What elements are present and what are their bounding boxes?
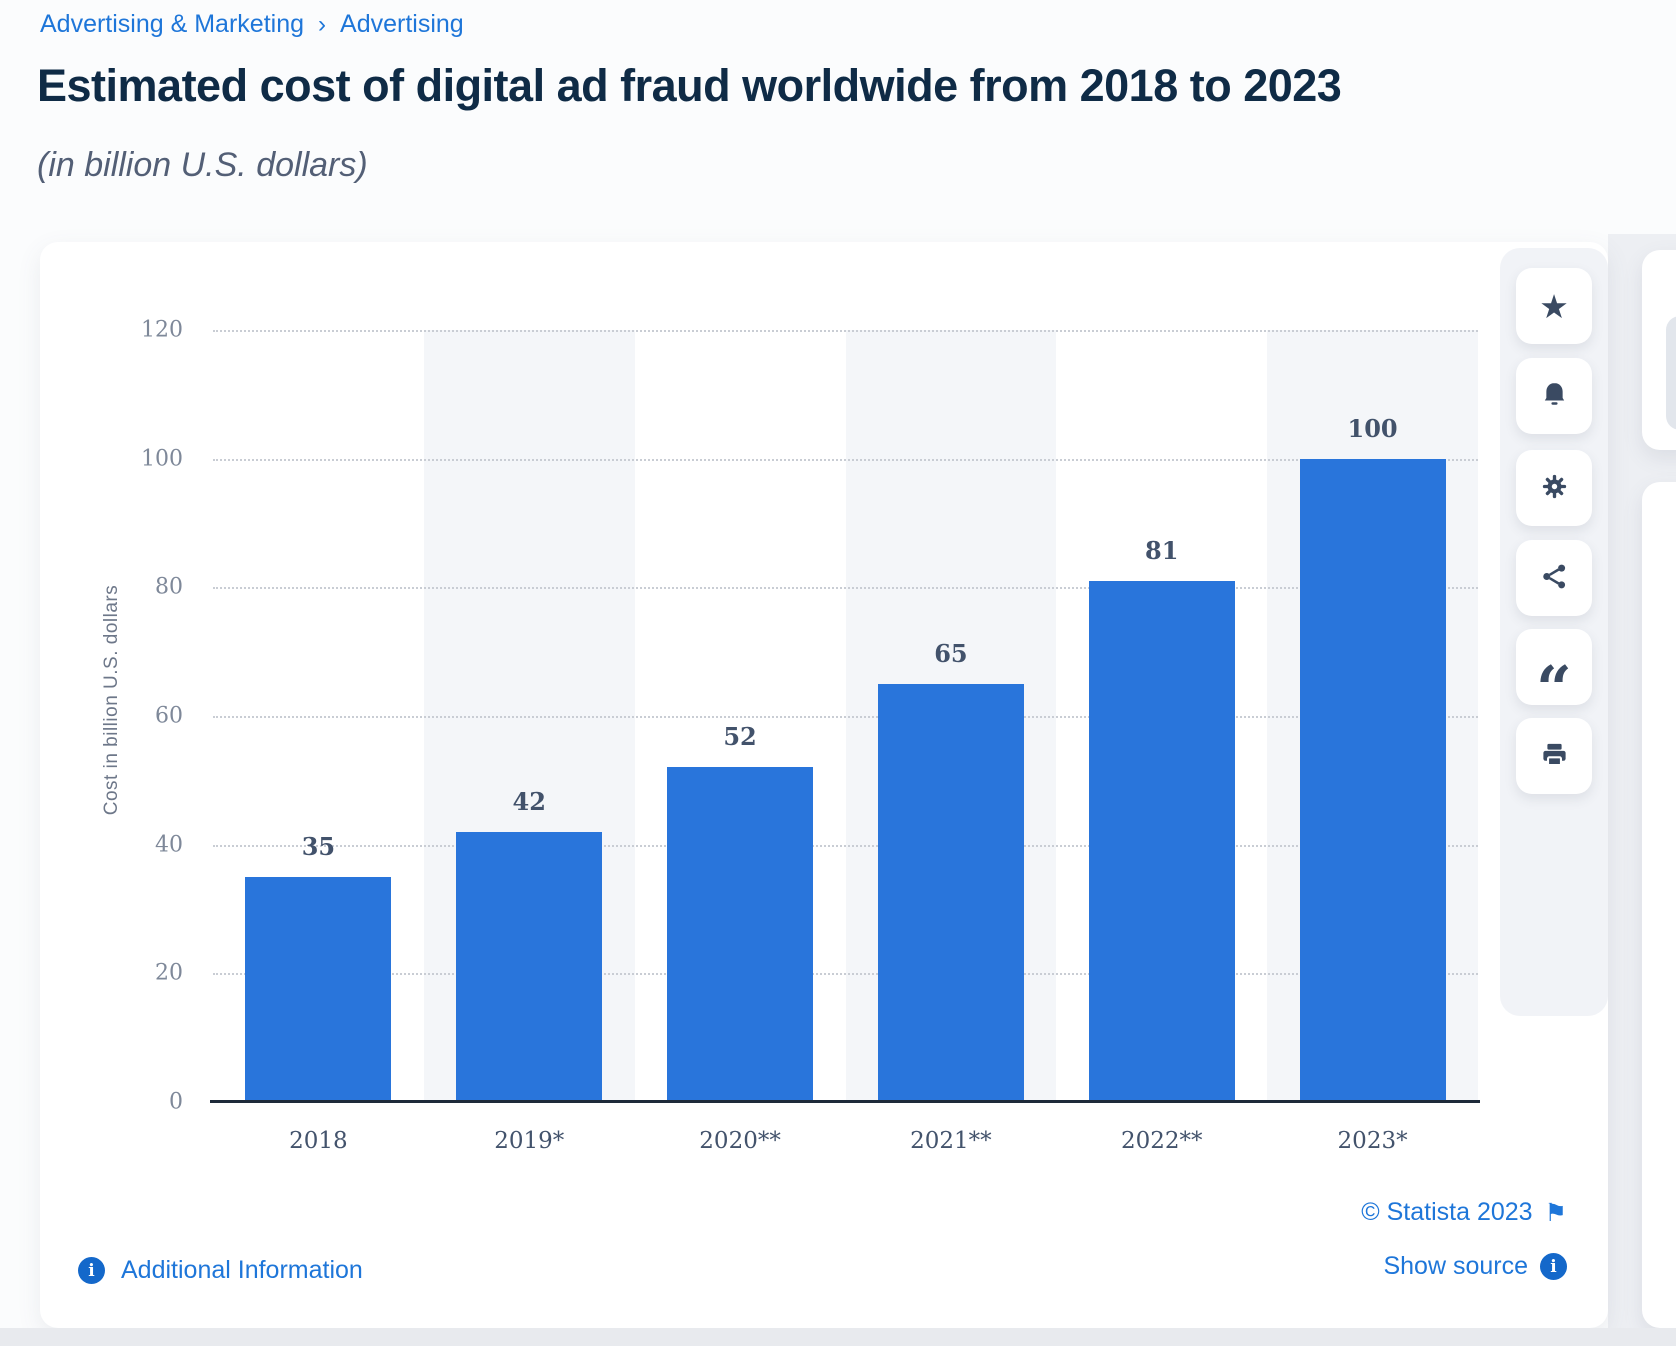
breadcrumb-separator: › bbox=[318, 10, 327, 38]
bar-value-label: 81 bbox=[1145, 535, 1179, 565]
x-tick-2021**: 2021** bbox=[910, 1128, 992, 1154]
x-axis-line bbox=[210, 1100, 1480, 1103]
y-tick-20: 20 bbox=[155, 960, 183, 986]
x-tick-2020**: 2020** bbox=[699, 1128, 781, 1154]
statista-credit-label[interactable]: © Statista 2023 bbox=[1361, 1198, 1533, 1226]
bar-2019*[interactable] bbox=[456, 831, 603, 1102]
bar-2021**[interactable] bbox=[877, 683, 1024, 1102]
bar-2020**[interactable] bbox=[667, 767, 814, 1102]
gridline-80 bbox=[213, 587, 1478, 590]
flag-icon[interactable]: ⚑ bbox=[1544, 1198, 1567, 1227]
bar-column: 81 bbox=[1056, 330, 1267, 1102]
bar-column: 65 bbox=[846, 330, 1057, 1102]
x-axis-tick-labels: 2018 2019* 2020** 2021** 2022** 2023* bbox=[213, 1128, 1478, 1164]
bell-icon bbox=[1539, 379, 1570, 413]
additional-information-link[interactable]: i Additional Information bbox=[78, 1256, 363, 1285]
bar-value-label: 65 bbox=[934, 638, 968, 668]
show-source-label: Show source bbox=[1383, 1252, 1528, 1280]
cite-button[interactable]: “ bbox=[1516, 629, 1592, 720]
gridline-40 bbox=[213, 844, 1478, 847]
bar-value-label: 52 bbox=[723, 722, 757, 752]
gridline-60 bbox=[213, 716, 1478, 718]
plot-area: 35 42 52 65 81 100 bbox=[213, 330, 1478, 1102]
bar-column: 100 bbox=[1267, 330, 1478, 1102]
y-tick-60: 60 bbox=[155, 703, 183, 729]
favorite-button[interactable]: ★ bbox=[1516, 268, 1592, 344]
bar-2018[interactable] bbox=[245, 876, 392, 1102]
gear-icon bbox=[1539, 471, 1570, 505]
bar-column: 35 bbox=[213, 330, 424, 1102]
bar-column: 42 bbox=[424, 330, 635, 1102]
print-icon bbox=[1539, 739, 1570, 773]
gridline-20 bbox=[213, 973, 1478, 976]
y-tick-120: 120 bbox=[141, 317, 183, 343]
alerts-button[interactable] bbox=[1516, 358, 1592, 434]
y-tick-40: 40 bbox=[155, 832, 183, 858]
print-button[interactable] bbox=[1516, 718, 1592, 794]
statista-credit: © Statista 2023 ⚑ bbox=[1361, 1198, 1567, 1227]
bar-value-label: 100 bbox=[1347, 413, 1398, 443]
bar-value-label: 35 bbox=[301, 831, 336, 861]
bar-value-label: 42 bbox=[512, 786, 546, 816]
info-icon: i bbox=[78, 1257, 105, 1284]
page-subtitle: (in billion U.S. dollars) bbox=[37, 146, 368, 184]
clipped-side-card-placeholder bbox=[1666, 316, 1676, 430]
bar-column: 52 bbox=[635, 330, 846, 1102]
share-icon bbox=[1539, 561, 1570, 595]
star-icon: ★ bbox=[1539, 286, 1569, 326]
breadcrumb-link-advertising[interactable]: Advertising bbox=[340, 10, 464, 38]
gridline-100 bbox=[213, 458, 1478, 461]
page-title: Estimated cost of digital ad fraud world… bbox=[37, 60, 1342, 111]
bar-2023*[interactable] bbox=[1299, 458, 1446, 1102]
page-bottom-strip bbox=[0, 1328, 1676, 1346]
x-tick-2023*: 2023* bbox=[1337, 1128, 1408, 1154]
additional-information-label: Additional Information bbox=[121, 1256, 363, 1284]
x-tick-2018: 2018 bbox=[289, 1128, 348, 1154]
x-tick-2019*: 2019* bbox=[494, 1128, 565, 1154]
breadcrumb-link-advertising-marketing[interactable]: Advertising & Marketing bbox=[40, 10, 305, 38]
gridline-120 bbox=[213, 330, 1478, 332]
clipped-side-card-top[interactable] bbox=[1642, 250, 1676, 450]
settings-button[interactable] bbox=[1516, 450, 1592, 526]
y-tick-0: 0 bbox=[169, 1089, 183, 1115]
clipped-side-card-bottom[interactable] bbox=[1642, 482, 1676, 1328]
y-tick-100: 100 bbox=[141, 446, 183, 472]
y-axis-tick-labels: 0 20 40 60 80 100 120 bbox=[100, 318, 183, 1115]
bar-2022**[interactable] bbox=[1088, 580, 1235, 1102]
share-button[interactable] bbox=[1516, 540, 1592, 616]
breadcrumb: Advertising & Marketing › Advertising bbox=[40, 10, 464, 39]
y-tick-80: 80 bbox=[155, 574, 183, 600]
show-source-link[interactable]: Show source i bbox=[1383, 1252, 1567, 1281]
info-icon: i bbox=[1540, 1253, 1567, 1280]
x-tick-2022**: 2022** bbox=[1120, 1128, 1203, 1154]
